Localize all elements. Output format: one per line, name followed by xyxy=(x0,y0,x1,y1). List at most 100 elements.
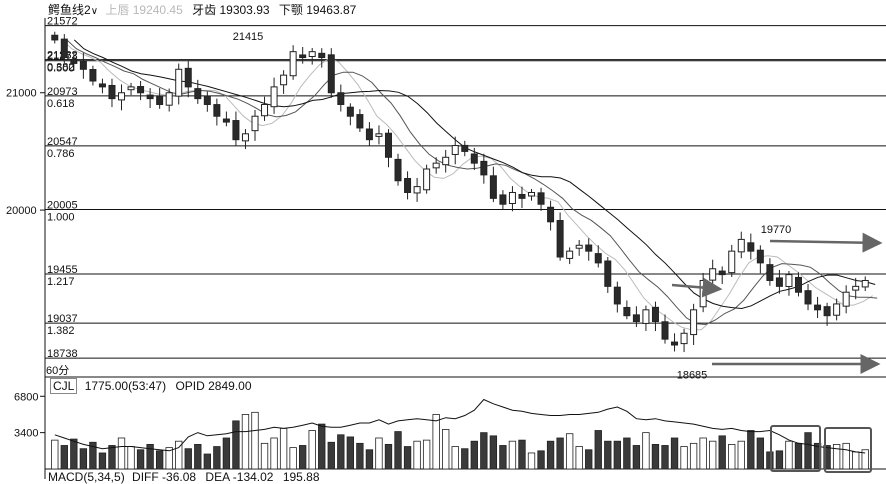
candle xyxy=(585,238,593,261)
candle xyxy=(747,233,755,260)
candle xyxy=(118,84,126,111)
volume-bar xyxy=(241,414,250,470)
volume-bar xyxy=(737,440,745,470)
indicator-header: 鳄鱼线2∨ 上唇 19240.45 牙齿 19303.93 下颚 19463.8… xyxy=(48,1,356,18)
candle xyxy=(432,157,440,174)
volume-bar xyxy=(270,437,278,470)
volume-bar xyxy=(60,445,68,470)
arrow-right-mid xyxy=(671,277,723,298)
volume-bar xyxy=(775,450,784,470)
teeth-label: 牙齿 xyxy=(192,3,217,17)
candle xyxy=(470,147,478,170)
volume-tick-label: 3400 xyxy=(14,428,38,440)
candle xyxy=(184,61,192,98)
candle xyxy=(203,91,211,112)
level-price-label: 19455 xyxy=(47,264,78,276)
volume-bar xyxy=(89,441,97,470)
candle xyxy=(814,296,822,319)
candle xyxy=(842,285,850,314)
candle xyxy=(661,314,669,344)
volume-bar xyxy=(356,442,364,470)
level-ratio-label: 1.382 xyxy=(47,325,75,337)
volume-bar xyxy=(508,440,517,470)
candle xyxy=(70,52,78,71)
candle xyxy=(556,212,564,261)
candle xyxy=(775,269,783,294)
y-tick-label: 20000 xyxy=(6,205,37,217)
chevron-down-icon[interactable]: ∨ xyxy=(90,6,99,17)
candle xyxy=(756,245,764,274)
volume-bar xyxy=(451,446,459,470)
arrow-right-top xyxy=(769,232,883,253)
volume-bar xyxy=(556,437,564,470)
candle xyxy=(213,98,221,126)
fib-levels: 21572212820.382212730.500209730.61820547… xyxy=(45,16,886,360)
volume-bar xyxy=(480,432,488,470)
volume-bar xyxy=(804,432,812,470)
volume-bar xyxy=(565,433,574,470)
volume-bar xyxy=(51,439,59,470)
volume-bar xyxy=(594,430,602,470)
level-ratio-label: 0.500 xyxy=(47,63,75,75)
volume-bar xyxy=(184,448,192,470)
candle xyxy=(547,200,555,231)
level-ratio-label: 1.217 xyxy=(47,276,75,288)
volume-bar xyxy=(165,447,173,470)
candle xyxy=(337,84,345,112)
candle xyxy=(60,34,68,64)
volume-bar xyxy=(327,441,335,470)
volume-bar xyxy=(546,440,555,470)
candle xyxy=(299,46,307,64)
volume-bar xyxy=(470,440,478,470)
candle xyxy=(823,302,831,326)
volume-bar xyxy=(747,430,755,470)
volume-bar xyxy=(222,437,231,470)
volume-bar xyxy=(194,444,202,470)
candle xyxy=(709,259,717,288)
candle xyxy=(632,306,640,328)
candle xyxy=(718,266,726,284)
candle xyxy=(241,129,249,150)
candle xyxy=(318,48,326,68)
volume-ma-line xyxy=(54,398,866,454)
volume-bar xyxy=(489,435,498,470)
volume-bar xyxy=(794,442,803,470)
volume-name[interactable]: CJL xyxy=(50,378,78,394)
indicator-name[interactable]: 鳄鱼线2 xyxy=(48,3,91,17)
candle xyxy=(833,298,841,321)
volume-bar xyxy=(527,452,536,470)
candle xyxy=(623,300,631,320)
volume-bar xyxy=(756,437,765,470)
volume-bar xyxy=(337,434,345,470)
candle xyxy=(146,88,154,108)
volume-bar xyxy=(718,435,726,470)
opid-value: 2849.00 xyxy=(208,379,252,393)
candle xyxy=(327,48,335,98)
candle xyxy=(451,136,459,165)
candle xyxy=(365,122,373,146)
candle xyxy=(127,82,135,96)
volume-bar xyxy=(384,444,393,470)
candle xyxy=(404,171,412,200)
volume-value: 1775.00(53:47) xyxy=(84,379,167,393)
up-lip-label: 上唇 xyxy=(105,3,130,17)
candle xyxy=(232,111,240,146)
volume-bar xyxy=(346,436,355,470)
candle xyxy=(413,177,421,202)
candle xyxy=(861,276,869,292)
volume-bar xyxy=(852,451,860,470)
candle xyxy=(165,88,173,112)
volume-bar xyxy=(832,444,841,470)
candle xyxy=(480,153,488,184)
candle xyxy=(346,103,354,126)
level-ratio-label: 0.382 xyxy=(47,62,75,74)
volume-bar xyxy=(604,440,612,470)
candle xyxy=(508,186,516,212)
volume-bar xyxy=(461,448,469,470)
volume-bar xyxy=(442,429,450,470)
highlight-box-2 xyxy=(824,427,872,473)
volume-bar xyxy=(299,445,307,470)
candle xyxy=(489,166,497,203)
ma-line-1 xyxy=(66,39,878,326)
candle xyxy=(222,111,230,127)
